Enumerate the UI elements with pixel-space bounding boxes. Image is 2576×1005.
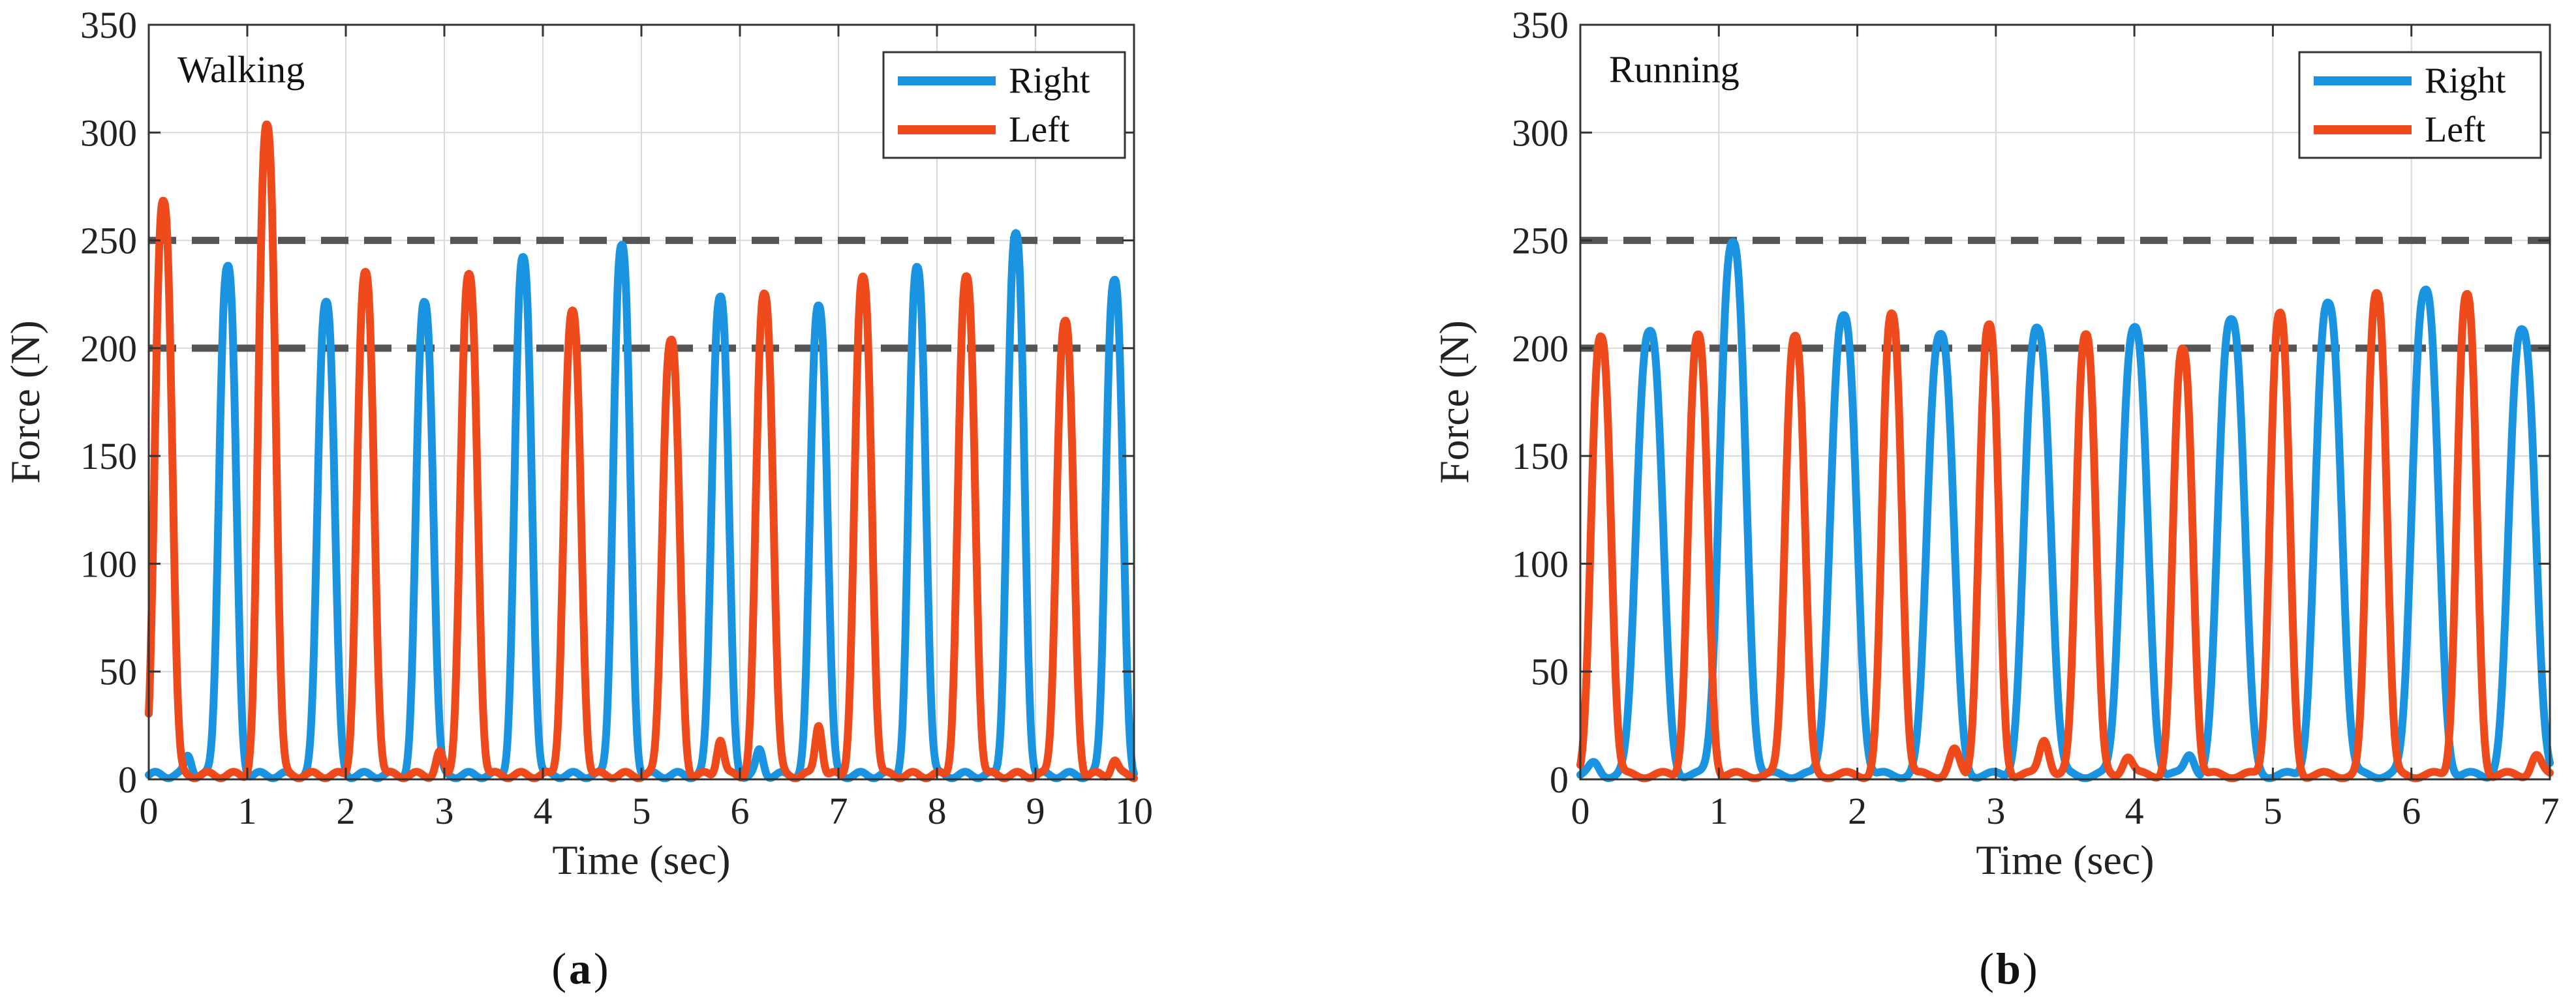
- x-tick-label: 3: [435, 790, 454, 832]
- legend-box: [882, 51, 1126, 159]
- x-axis-label: Time (sec): [1976, 837, 2154, 883]
- svg-text:(: (: [551, 944, 566, 993]
- legend: Right Left: [2298, 51, 2542, 159]
- y-tick-label: 50: [99, 651, 137, 693]
- x-tick-label: 4: [534, 790, 553, 832]
- svg-text:): ): [594, 944, 609, 993]
- x-tick-label: 8: [928, 790, 947, 832]
- x-tick-label: 2: [1848, 790, 1867, 832]
- y-tick-label: 50: [1531, 651, 1569, 693]
- legend-label-left: Left: [1009, 110, 1070, 150]
- y-tick-label: 250: [80, 220, 137, 262]
- y-tick-label: 350: [80, 4, 137, 46]
- panel-title: Running: [1609, 48, 1740, 91]
- y-tick-label: 300: [80, 112, 137, 154]
- legend-label-right: Right: [1009, 61, 1090, 101]
- y-tick-label: 100: [1512, 543, 1569, 585]
- x-tick-label: 2: [337, 790, 356, 832]
- y-tick-label: 200: [80, 327, 137, 370]
- y-tick-label: 350: [1512, 4, 1569, 46]
- x-tick-label: 6: [2402, 790, 2421, 832]
- x-tick-label: 0: [140, 790, 159, 832]
- y-tick-label: 250: [1512, 220, 1569, 262]
- y-axis-label: Force (N): [2, 320, 48, 484]
- caption-b-label: b: [1996, 944, 2021, 993]
- x-tick-label: 0: [1571, 790, 1590, 832]
- running-chart: 0 1 2 3 4 5 6 7 0 50 100 150 200 250 300 350 Time (sec) F…: [1431, 4, 2560, 883]
- x-tick-label: 7: [2541, 790, 2560, 832]
- x-tick-label: 6: [731, 790, 750, 832]
- y-tick-label: 200: [1512, 327, 1569, 370]
- svg-text:): ): [2023, 944, 2038, 993]
- y-tick-label: 300: [1512, 112, 1569, 154]
- caption-b: ( b ): [1979, 944, 2037, 993]
- legend-label-right: Right: [2425, 61, 2506, 101]
- x-tick-label: 1: [238, 790, 257, 832]
- y-tick-label: 0: [118, 758, 137, 801]
- x-tick-label: 4: [2125, 790, 2144, 832]
- panel-title: Walking: [177, 48, 305, 91]
- y-tick-label: 100: [80, 543, 137, 585]
- y-tick-label: 0: [1550, 758, 1569, 801]
- x-tick-label: 1: [1710, 790, 1728, 832]
- x-axis-label: Time (sec): [552, 837, 730, 883]
- y-tick-label: 150: [1512, 435, 1569, 477]
- series-left-line: [1576, 289, 2554, 783]
- legend: Right Left: [882, 51, 1126, 159]
- axes-frame: [1579, 23, 2551, 781]
- legend-box: [2298, 51, 2542, 159]
- x-tick-label: 5: [632, 790, 651, 832]
- x-tick-label: 7: [829, 790, 848, 832]
- caption-a-label: a: [569, 944, 591, 993]
- x-tick-label: 5: [2263, 790, 2282, 832]
- y-axis-label: Force (N): [1431, 320, 1477, 484]
- x-tick-label: 10: [1115, 790, 1153, 832]
- y-tick-label: 150: [80, 435, 137, 477]
- x-tick-label: 9: [1026, 790, 1045, 832]
- caption-a: ( a ): [551, 944, 608, 993]
- x-tick-label: 3: [1986, 790, 2005, 832]
- svg-text:(: (: [1979, 944, 1994, 993]
- legend-label-left: Left: [2425, 110, 2486, 150]
